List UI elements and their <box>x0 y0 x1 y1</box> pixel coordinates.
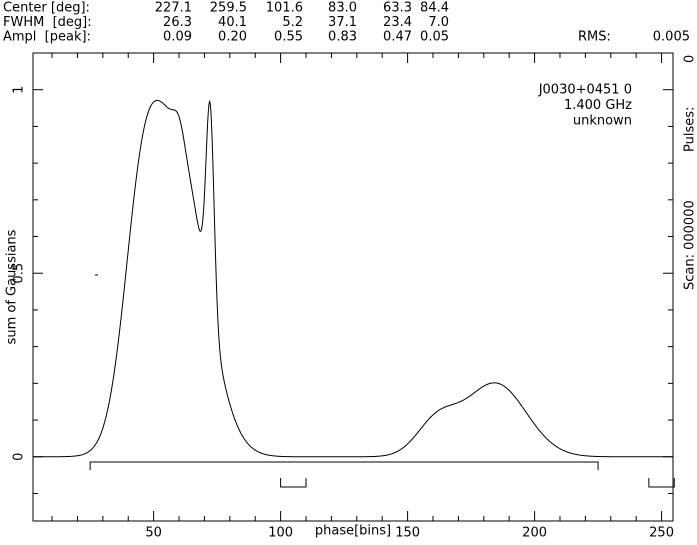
param-value: 83.0 <box>328 1 357 16</box>
param-value: 0.09 <box>163 30 192 45</box>
range-bracket <box>649 478 674 487</box>
param-value: 0.05 <box>420 30 449 45</box>
rms-label: RMS: <box>578 30 611 45</box>
pulses-value: 0 <box>683 55 697 63</box>
param-value: 101.6 <box>266 1 303 16</box>
annotation: J0030+0451 0 <box>538 83 632 98</box>
param-label: Center [deg]: <box>3 1 90 16</box>
scan-label: Scan: 000000 <box>683 200 697 290</box>
param-value: 63.3 <box>383 1 412 16</box>
param-value: 0.83 <box>328 30 357 45</box>
x-tick-label: 250 <box>649 526 674 541</box>
param-value: 259.5 <box>210 1 247 16</box>
gaussian-sum-curve <box>33 100 673 456</box>
y-tick-label: 1 <box>12 86 27 94</box>
param-value: 0.47 <box>383 30 412 45</box>
param-value: 5.2 <box>282 15 303 30</box>
range-bracket <box>281 478 306 487</box>
param-value: 7.0 <box>428 15 449 30</box>
pulses-label: Pulses: <box>683 107 697 152</box>
annotation: 1.400 GHz <box>564 98 632 113</box>
param-value: 0.20 <box>218 30 247 45</box>
param-value: 40.1 <box>218 15 247 30</box>
rms-value: 0.005 <box>653 30 690 45</box>
x-tick-label: 150 <box>395 526 420 541</box>
param-value: 227.1 <box>155 1 192 16</box>
x-axis-label: phase[bins] <box>315 524 391 539</box>
y-tick-label: 0 <box>12 453 27 461</box>
param-value: 84.4 <box>420 1 449 16</box>
param-value: 37.1 <box>328 15 357 30</box>
range-bracket <box>90 462 598 470</box>
x-tick-label: 200 <box>522 526 547 541</box>
y-tick-label: 0.5 <box>12 263 27 284</box>
x-tick-label: 100 <box>268 526 293 541</box>
param-value: 0.55 <box>274 30 303 45</box>
x-tick-label: 50 <box>145 526 162 541</box>
param-label: Ampl [peak]: <box>3 30 91 45</box>
y-axis-label: sum of Gaussians <box>5 229 20 344</box>
param-value: 23.4 <box>383 15 412 30</box>
param-label: FWHM [deg]: <box>3 15 92 30</box>
annotation: unknown <box>573 114 632 129</box>
param-value: 26.3 <box>163 15 192 30</box>
